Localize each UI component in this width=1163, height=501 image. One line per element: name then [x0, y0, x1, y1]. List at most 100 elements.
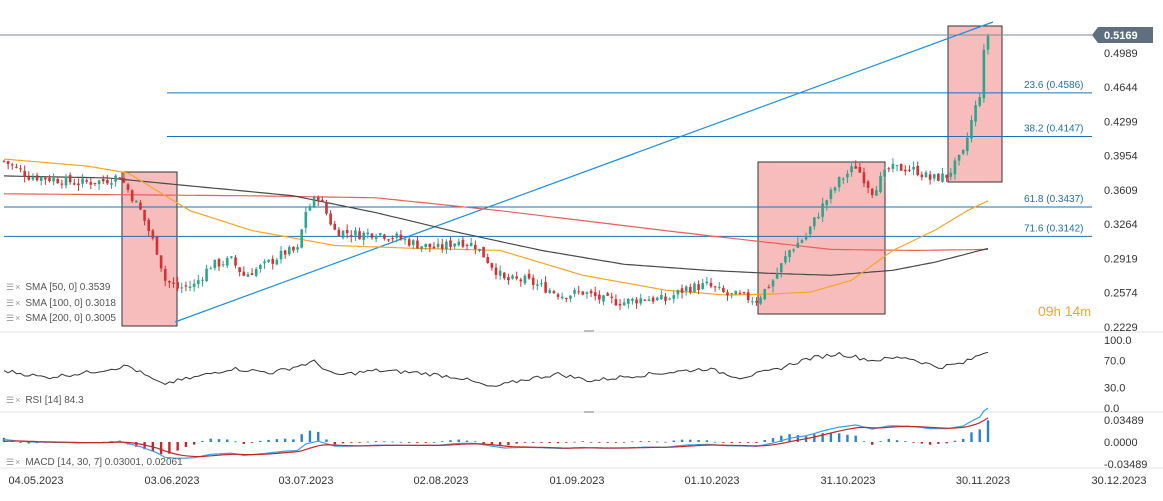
candle[interactable]	[540, 283, 543, 285]
candle[interactable]	[31, 177, 35, 180]
candle[interactable]	[168, 281, 171, 283]
highlight-zone[interactable]	[947, 25, 1003, 183]
candle[interactable]	[833, 187, 837, 191]
candle[interactable]	[478, 248, 481, 252]
candle[interactable]	[205, 268, 208, 282]
candle[interactable]	[854, 166, 857, 169]
candle[interactable]	[374, 236, 378, 239]
sma50-legend[interactable]: ☰× SMA [50, 0] 0.3539	[6, 282, 110, 293]
candle[interactable]	[618, 303, 622, 306]
candle[interactable]	[564, 298, 568, 300]
candle[interactable]	[457, 241, 461, 246]
candle[interactable]	[263, 261, 266, 264]
candle[interactable]	[155, 236, 159, 255]
candle[interactable]	[118, 177, 122, 180]
candle[interactable]	[469, 242, 473, 246]
candle[interactable]	[701, 283, 705, 290]
candle[interactable]	[292, 246, 295, 251]
candle[interactable]	[449, 240, 452, 247]
candle[interactable]	[321, 199, 324, 202]
candle[interactable]	[713, 286, 717, 288]
candle[interactable]	[498, 270, 502, 276]
candle[interactable]	[676, 289, 680, 295]
candle[interactable]	[254, 268, 258, 276]
candle[interactable]	[804, 235, 808, 240]
candle[interactable]	[531, 277, 535, 285]
candle[interactable]	[730, 293, 733, 295]
candle[interactable]	[759, 297, 762, 304]
candle[interactable]	[420, 246, 423, 250]
candle[interactable]	[875, 190, 878, 196]
candle[interactable]	[341, 230, 345, 238]
candle[interactable]	[622, 302, 626, 306]
candle[interactable]	[52, 177, 55, 182]
candle[interactable]	[573, 289, 576, 294]
candle[interactable]	[912, 166, 915, 170]
pane-resize-handle[interactable]	[584, 330, 594, 332]
candle[interactable]	[325, 202, 328, 214]
candle[interactable]	[271, 258, 275, 264]
candle[interactable]	[97, 180, 101, 185]
candle[interactable]	[6, 161, 10, 165]
candle[interactable]	[643, 299, 647, 301]
pane-resize-handle[interactable]	[584, 411, 594, 413]
candle[interactable]	[172, 282, 175, 284]
candle[interactable]	[283, 250, 287, 255]
candle[interactable]	[110, 183, 113, 185]
candle[interactable]	[862, 172, 866, 184]
candle[interactable]	[395, 233, 399, 238]
candle[interactable]	[213, 259, 217, 269]
candle[interactable]	[201, 279, 204, 281]
candle[interactable]	[982, 49, 986, 99]
candle[interactable]	[68, 175, 72, 183]
candle[interactable]	[581, 291, 585, 295]
candle[interactable]	[387, 239, 390, 241]
candle[interactable]	[585, 292, 589, 295]
candle[interactable]	[709, 282, 713, 287]
candle[interactable]	[412, 240, 415, 245]
candle[interactable]	[784, 256, 787, 263]
candle[interactable]	[440, 244, 444, 249]
candle[interactable]	[970, 120, 973, 139]
candle[interactable]	[664, 296, 667, 301]
candle[interactable]	[217, 259, 221, 267]
candle[interactable]	[250, 273, 254, 275]
rsi-legend[interactable]: ☰× RSI [14] 84.3	[6, 395, 84, 406]
candle[interactable]	[416, 240, 419, 249]
candle[interactable]	[163, 268, 167, 281]
candle[interactable]	[837, 177, 841, 188]
candle[interactable]	[887, 168, 891, 170]
candle[interactable]	[639, 298, 643, 304]
macd-legend[interactable]: ☰× MACD [14, 30, 7] 0.03001, 0.02061	[6, 457, 183, 468]
candle[interactable]	[734, 291, 738, 295]
candle[interactable]	[27, 176, 31, 180]
candle[interactable]	[15, 166, 18, 168]
candle[interactable]	[349, 235, 353, 237]
candle[interactable]	[345, 230, 349, 234]
candle[interactable]	[114, 175, 117, 182]
candle[interactable]	[445, 241, 448, 250]
candle[interactable]	[577, 291, 580, 293]
candle[interactable]	[515, 276, 518, 279]
settings-icons[interactable]: ☰×	[6, 457, 22, 467]
candle[interactable]	[866, 181, 870, 188]
candle[interactable]	[428, 243, 432, 248]
candle[interactable]	[920, 174, 924, 178]
candle[interactable]	[655, 297, 659, 301]
candle[interactable]	[858, 166, 862, 173]
candle[interactable]	[279, 250, 283, 260]
candle[interactable]	[151, 230, 155, 239]
candle[interactable]	[684, 286, 688, 292]
candle[interactable]	[726, 292, 729, 296]
candle[interactable]	[35, 175, 39, 181]
candle[interactable]	[945, 174, 948, 178]
candle[interactable]	[689, 287, 692, 293]
candle[interactable]	[275, 259, 279, 265]
candle[interactable]	[180, 287, 184, 289]
candle[interactable]	[755, 301, 758, 303]
candle[interactable]	[242, 271, 246, 276]
settings-icons[interactable]: ☰×	[6, 298, 22, 308]
highlight-zone[interactable]	[757, 161, 886, 315]
candle[interactable]	[544, 282, 547, 293]
